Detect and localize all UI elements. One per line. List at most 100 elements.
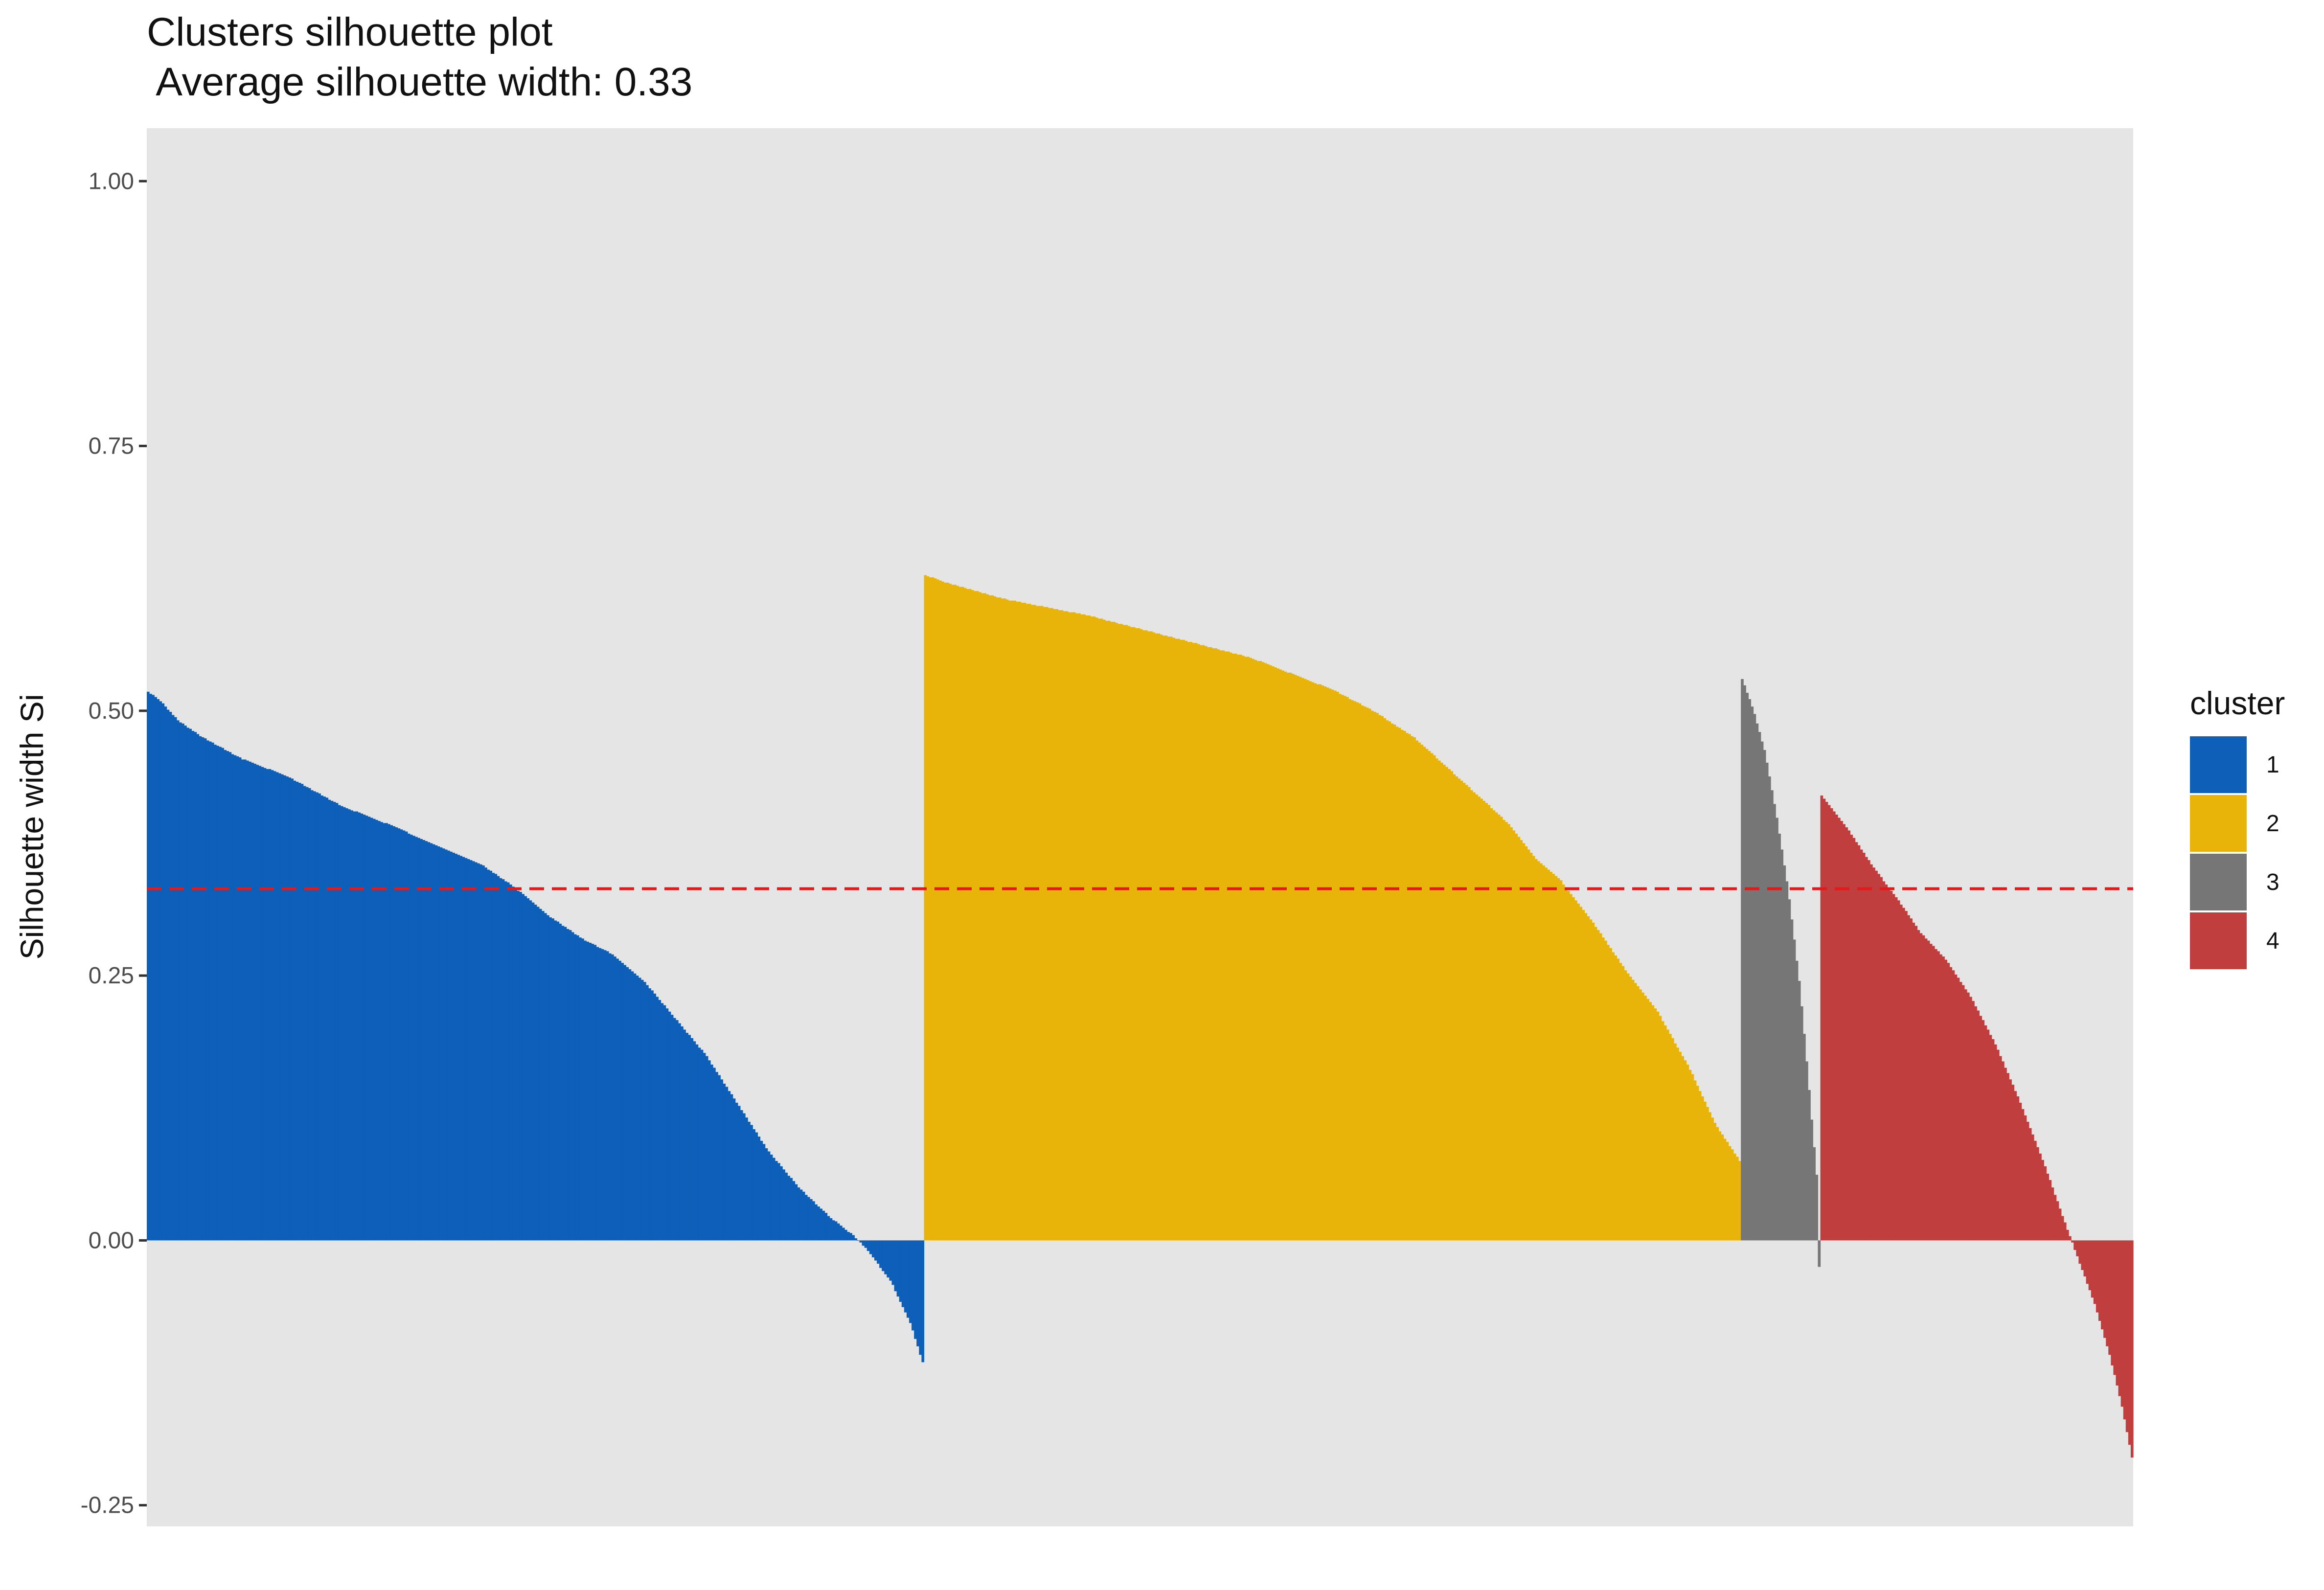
bar-cluster-2: [1135, 628, 1138, 1241]
bar-cluster-1: [698, 1047, 701, 1241]
bar-cluster-2: [1584, 913, 1588, 1241]
bar-cluster-2: [981, 593, 984, 1241]
bar-cluster-1: [725, 1087, 729, 1241]
bar-cluster-1: [715, 1072, 718, 1241]
bar-cluster-1: [509, 884, 512, 1241]
bar-cluster-1: [606, 951, 609, 1241]
bar-cluster-4: [2103, 1240, 2106, 1338]
bar-cluster-4: [2049, 1180, 2052, 1241]
bar-cluster-1: [447, 850, 450, 1241]
bar-cluster-1: [899, 1240, 902, 1302]
bar-cluster-2: [1614, 955, 1617, 1241]
bar-cluster-2: [998, 597, 1002, 1241]
bar-cluster-1: [400, 829, 403, 1241]
bar-cluster-2: [1301, 678, 1304, 1241]
bar-cluster-2: [936, 579, 939, 1241]
bar-cluster-2: [1256, 661, 1260, 1241]
bar-cluster-2: [1445, 767, 1448, 1241]
bar-cluster-1: [799, 1189, 803, 1241]
bar-cluster-2: [1319, 684, 1322, 1241]
bar-cluster-1: [690, 1038, 694, 1241]
bar-cluster-2: [1723, 1138, 1727, 1241]
bar-cluster-2: [991, 595, 994, 1241]
bar-cluster-4: [1972, 1001, 1975, 1241]
bar-cluster-1: [233, 755, 237, 1241]
bar-cluster-4: [2128, 1240, 2131, 1445]
legend: cluster 1 2 3 4: [2190, 685, 2285, 969]
bar-cluster-2: [1261, 662, 1265, 1241]
bar-cluster-2: [1083, 614, 1086, 1241]
bar-cluster-1: [474, 862, 478, 1241]
bar-cluster-4: [2019, 1102, 2022, 1241]
bar-cluster-2: [1353, 701, 1357, 1241]
bar-cluster-1: [633, 973, 637, 1241]
bar-cluster-1: [579, 937, 582, 1241]
bar-cluster-1: [683, 1029, 686, 1241]
bar-cluster-1: [489, 870, 493, 1241]
bar-cluster-2: [1440, 762, 1443, 1241]
bar-cluster-2: [1358, 703, 1362, 1241]
bar-cluster-2: [1686, 1064, 1689, 1241]
legend-label-1: 1: [2266, 752, 2279, 778]
bar-cluster-1: [877, 1240, 880, 1264]
bar-cluster-4: [2036, 1147, 2039, 1241]
bar-cluster-2: [1400, 729, 1404, 1241]
bar-cluster-2: [1125, 625, 1128, 1241]
bar-cluster-1: [611, 954, 614, 1241]
bar-cluster-2: [979, 592, 981, 1241]
bar-cluster-2: [1296, 676, 1299, 1241]
legend-key-3: [2190, 854, 2247, 910]
bar-cluster-1: [367, 817, 371, 1241]
bar-cluster-2: [1701, 1096, 1704, 1241]
bar-cluster-1: [316, 792, 319, 1241]
y-tick-label: 0.25: [89, 963, 134, 989]
bar-cluster-1: [263, 768, 267, 1241]
bar-cluster-1: [745, 1117, 748, 1241]
bar-cluster-1: [707, 1060, 711, 1241]
bar-cluster-1: [425, 841, 428, 1241]
y-tick-label: 0.75: [89, 433, 134, 459]
bar-cluster-1: [743, 1113, 746, 1241]
bar-cluster-1: [576, 935, 579, 1241]
bar-cluster-4: [2006, 1073, 2009, 1241]
bar-cluster-2: [1666, 1029, 1669, 1241]
bar-cluster-1: [323, 796, 326, 1241]
bar-cluster-1: [392, 826, 396, 1241]
bar-cluster-2: [1299, 677, 1302, 1241]
bar-cluster-1: [268, 769, 272, 1241]
bar-cluster-2: [1204, 646, 1208, 1241]
bar-cluster-1: [147, 691, 150, 1241]
bar-cluster-1: [472, 861, 475, 1241]
bar-cluster-2: [1326, 687, 1329, 1241]
bar-cluster-4: [1857, 845, 1861, 1241]
bar-cluster-1: [430, 843, 433, 1241]
bar-cluster-2: [1314, 683, 1317, 1241]
bar-cluster-1: [286, 776, 289, 1241]
bar-cluster-2: [1185, 640, 1188, 1241]
bar-cluster-4: [1935, 949, 1937, 1241]
bar-cluster-2: [1294, 675, 1297, 1241]
bar-cluster-2: [1085, 615, 1089, 1241]
bar-cluster-3: [1785, 881, 1789, 1241]
bar-cluster-4: [2113, 1240, 2117, 1375]
bar-cluster-2: [1420, 745, 1424, 1241]
bar-cluster-1: [432, 844, 435, 1241]
bar-cluster-1: [882, 1240, 885, 1272]
bar-cluster-2: [1043, 607, 1046, 1241]
bar-cluster-2: [1055, 609, 1059, 1241]
bar-cluster-1: [313, 791, 316, 1241]
bar-cluster-4: [1892, 894, 1895, 1241]
bar-cluster-2: [983, 593, 986, 1241]
bar-cluster-4: [1977, 1010, 1980, 1241]
bar-cluster-1: [640, 979, 644, 1241]
bar-cluster-1: [519, 892, 522, 1241]
bar-cluster-2: [1698, 1091, 1702, 1241]
bar-cluster-2: [1596, 930, 1600, 1241]
bar-cluster-2: [1108, 620, 1111, 1241]
bar-cluster-1: [804, 1195, 808, 1241]
bar-cluster-1: [566, 929, 570, 1241]
bar-cluster-2: [1406, 733, 1409, 1241]
bar-cluster-1: [718, 1075, 721, 1241]
bar-cluster-4: [1932, 946, 1935, 1241]
bar-cluster-1: [919, 1240, 922, 1355]
